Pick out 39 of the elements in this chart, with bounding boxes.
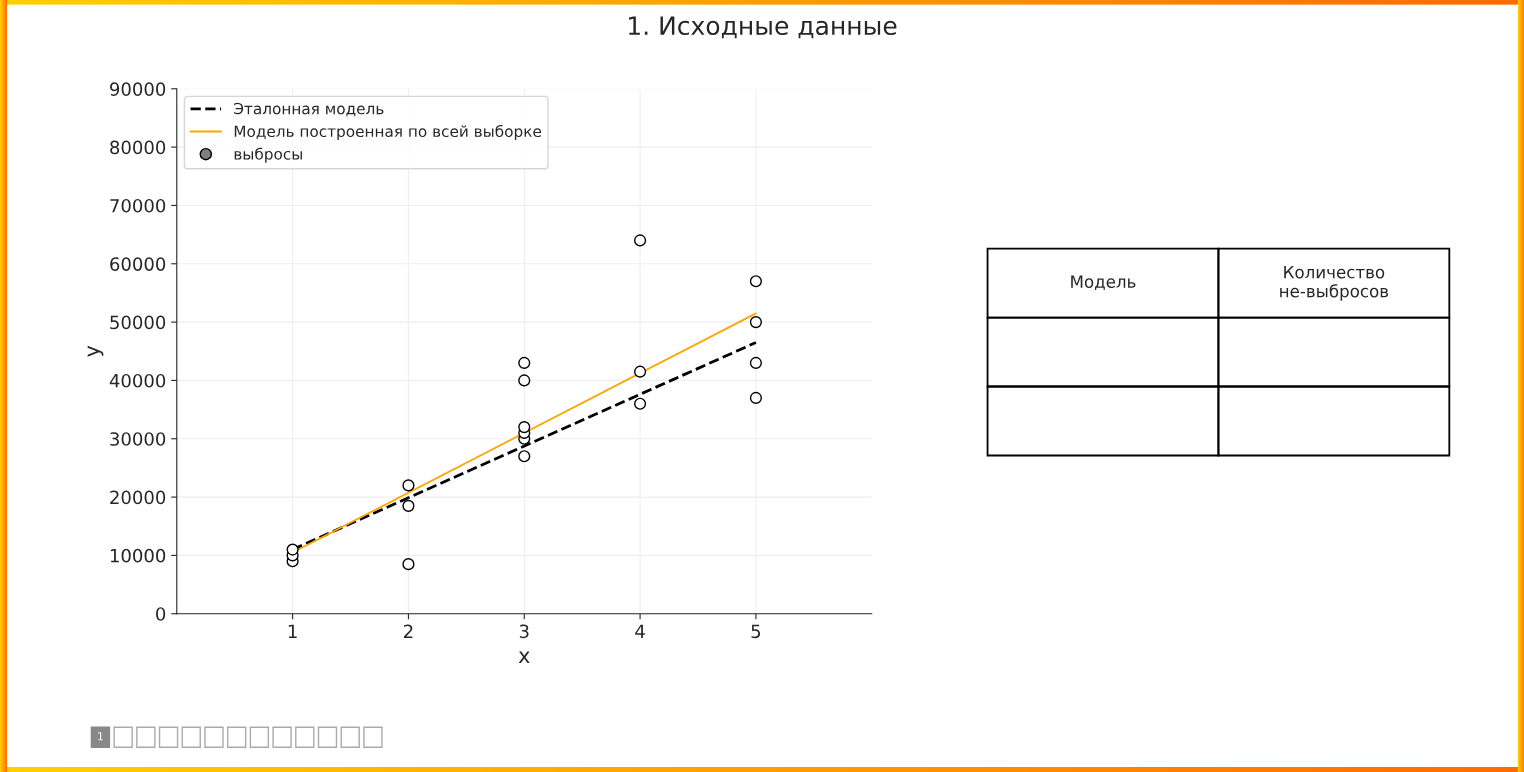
- category-label: Количество не-выбросов: [1280, 266, 1389, 301]
- x-tick-label: 5: [751, 624, 761, 639]
- point: [518, 356, 531, 370]
- point: [634, 234, 647, 247]
- legend-label: выбросы: [234, 147, 302, 163]
- point: [518, 421, 531, 434]
- category-label: Модель: [1071, 275, 1136, 290]
- point: [749, 391, 762, 404]
- x-axis-title: x: [518, 651, 530, 664]
- point: [518, 374, 531, 387]
- y-tick-label: 60000: [110, 257, 166, 271]
- point: [518, 450, 531, 463]
- point: [402, 499, 415, 512]
- point: [286, 543, 299, 556]
- legend-label: Эталонная модель: [234, 102, 384, 117]
- x-tick-label: 2: [404, 624, 413, 638]
- point: [749, 316, 762, 329]
- y-tick-label: 30000: [110, 432, 166, 446]
- x-tick-label: 4: [635, 624, 645, 638]
- point: [634, 365, 647, 378]
- point: [402, 479, 415, 492]
- x-tick-label: 3: [519, 624, 529, 639]
- chart-title: 1. Исходные данные: [629, 16, 897, 39]
- y-tick-label: 20000: [110, 490, 166, 505]
- y-tick-label: 50000: [110, 315, 166, 330]
- x-tick-label: 1: [288, 624, 297, 638]
- y-tick-label: 80000: [110, 140, 166, 155]
- legend-label: Модель построенная по всей выборке: [234, 124, 542, 140]
- y-tick-label: 0: [156, 607, 166, 621]
- y-tick-label: 90000: [110, 82, 166, 96]
- y-axis-title: y: [87, 345, 104, 357]
- point: [402, 558, 415, 571]
- y-tick-label: 10000: [110, 548, 166, 563]
- text: 1: [98, 732, 103, 741]
- y-tick-label: 40000: [109, 373, 166, 388]
- y-tick-label: 70000: [110, 198, 166, 213]
- point: [749, 275, 762, 288]
- point: [749, 356, 762, 370]
- point: [634, 397, 647, 410]
